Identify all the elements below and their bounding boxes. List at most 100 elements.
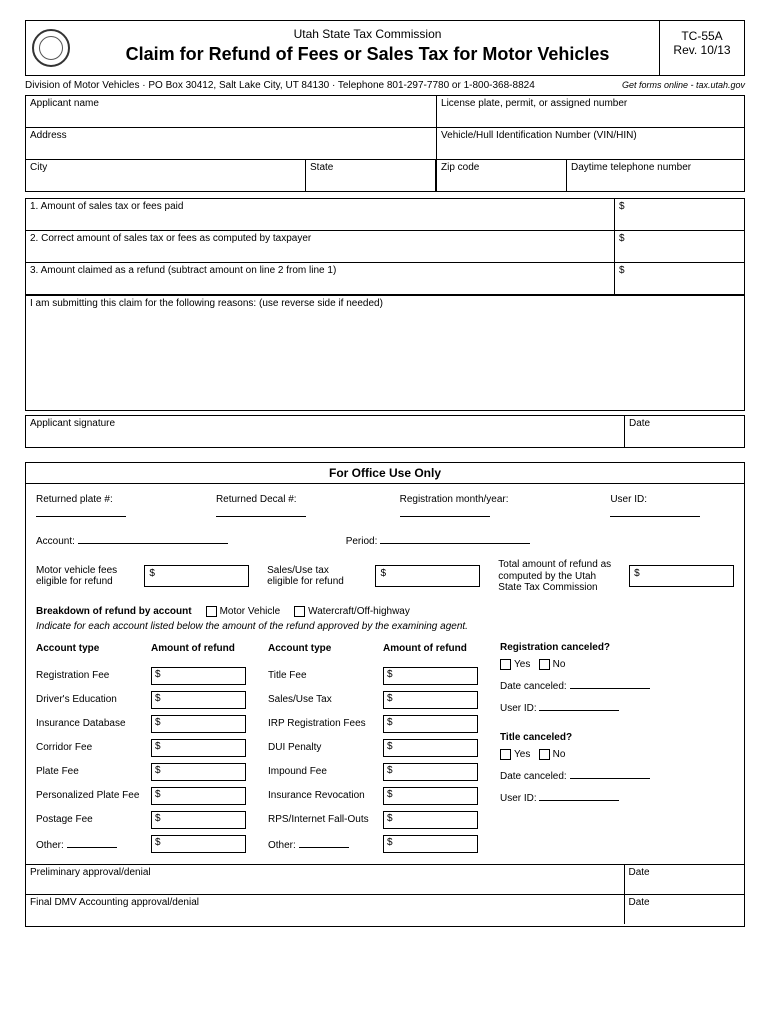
signature-date-field[interactable]: Date [625, 416, 745, 448]
breakdown-row-right-6: RPS/Internet Fall-Outs$ [268, 810, 478, 830]
breakdown-row-left-7: Other: $ [36, 834, 246, 854]
signature-field[interactable]: Applicant signature [26, 416, 625, 448]
refund-amount-box[interactable]: $ [383, 739, 478, 757]
refund-amount-box[interactable]: $ [383, 691, 478, 709]
preliminary-field[interactable]: Preliminary approval/denial [26, 864, 624, 894]
final-field[interactable]: Final DMV Accounting approval/denial [26, 894, 624, 924]
title-cell: Utah State Tax Commission Claim for Refu… [76, 21, 659, 75]
account-type-label: Personalized Plate Fee [36, 790, 151, 801]
city-field[interactable]: City [26, 160, 306, 192]
returned-decal-label: Returned Decal #: [216, 494, 297, 505]
line3-label: 3. Amount claimed as a refund (subtract … [26, 263, 615, 295]
line2-amount[interactable]: $ [615, 231, 745, 263]
total-refund-box[interactable]: $ [629, 565, 734, 587]
title-user-id-label: User ID: [500, 793, 537, 804]
vin-field[interactable]: Vehicle/Hull Identification Number (VIN/… [437, 128, 745, 160]
reg-no-checkbox[interactable] [539, 659, 550, 670]
returned-plate-input[interactable] [36, 505, 126, 517]
motor-vehicle-checkbox[interactable] [206, 606, 217, 617]
cancellation-col: Registration canceled? Yes No Date cance… [500, 642, 660, 858]
breakdown-grid: Account typeAmount of refund Registratio… [36, 642, 734, 858]
seal-cell [26, 21, 76, 75]
form-revision: Rev. 10/13 [660, 43, 744, 57]
final-date[interactable]: Date [624, 894, 744, 924]
breakdown-row-right-2: IRP Registration Fees$ [268, 714, 478, 734]
col-account-head-1: Account type [36, 643, 151, 654]
title-yes-checkbox[interactable] [500, 749, 511, 760]
other-input[interactable] [67, 837, 117, 848]
refund-amount-box[interactable]: $ [383, 787, 478, 805]
other-input[interactable] [299, 837, 349, 848]
office-use-section: For Office Use Only Returned plate #: Re… [25, 462, 745, 927]
refund-amount-box[interactable]: $ [151, 763, 246, 781]
col-amount-head-2: Amount of refund [383, 643, 478, 654]
state-field[interactable]: State [306, 160, 436, 192]
breakdown-row-left-6: Postage Fee$ [36, 810, 246, 830]
refund-amount-box[interactable]: $ [151, 811, 246, 829]
reg-date-canceled-input[interactable] [570, 678, 650, 689]
refund-amount-box[interactable]: $ [383, 835, 478, 853]
fee-boxes-row: Motor vehicle fees eligible for refund $… [36, 559, 734, 594]
division-line: Division of Motor Vehicles · PO Box 3041… [25, 76, 745, 95]
preliminary-date[interactable]: Date [624, 864, 744, 894]
applicant-name-field[interactable]: Applicant name [26, 96, 437, 128]
refund-amount-box[interactable]: $ [151, 691, 246, 709]
account-type-label: DUI Penalty [268, 742, 383, 753]
agency-name: Utah State Tax Commission [76, 27, 659, 41]
account-type-label: Title Fee [268, 670, 383, 681]
refund-amount-box[interactable]: $ [383, 811, 478, 829]
breakdown-row-left-0: Registration Fee$ [36, 666, 246, 686]
form-header: Utah State Tax Commission Claim for Refu… [25, 20, 745, 76]
mv-fees-label: Motor vehicle fees eligible for refund [36, 565, 126, 588]
reg-yes-checkbox[interactable] [500, 659, 511, 670]
phone-field[interactable]: Daytime telephone number [567, 160, 745, 192]
breakdown-row-left-4: Plate Fee$ [36, 762, 246, 782]
reg-user-id-input[interactable] [539, 700, 619, 711]
refund-amount-box[interactable]: $ [383, 715, 478, 733]
breakdown-row-right-5: Insurance Revocation$ [268, 786, 478, 806]
breakdown-row-right-1: Sales/Use Tax$ [268, 690, 478, 710]
sales-use-box[interactable]: $ [375, 565, 480, 587]
mv-fees-box[interactable]: $ [144, 565, 249, 587]
office-use-title: For Office Use Only [26, 463, 744, 484]
returned-decal-input[interactable] [216, 505, 306, 517]
breakdown-row-left-1: Driver's Education$ [36, 690, 246, 710]
refund-amount-box[interactable]: $ [151, 739, 246, 757]
refund-amount-box[interactable]: $ [151, 667, 246, 685]
reg-month-input[interactable] [400, 505, 490, 517]
col-account-head-2: Account type [268, 643, 383, 654]
motor-vehicle-label: Motor Vehicle [220, 606, 281, 617]
reg-yes-label: Yes [514, 659, 530, 670]
address-field[interactable]: Address [26, 128, 437, 160]
reg-canceled-head: Registration canceled? [500, 642, 660, 653]
account-type-label: Postage Fee [36, 814, 151, 825]
refund-amount-box[interactable]: $ [151, 835, 246, 853]
zip-field[interactable]: Zip code [437, 160, 567, 192]
refund-amount-box[interactable]: $ [151, 787, 246, 805]
refund-amount-box[interactable]: $ [151, 715, 246, 733]
license-plate-field[interactable]: License plate, permit, or assigned numbe… [437, 96, 745, 128]
amounts-table: 1. Amount of sales tax or fees paid$ 2. … [25, 198, 745, 295]
period-input[interactable] [380, 532, 530, 544]
account-type-label: Registration Fee [36, 670, 151, 681]
breakdown-row: Breakdown of refund by account Motor Veh… [36, 606, 734, 617]
watercraft-checkbox[interactable] [294, 606, 305, 617]
title-no-checkbox[interactable] [539, 749, 550, 760]
reg-date-canceled-label: Date canceled: [500, 681, 567, 692]
indicate-text: Indicate for each account listed below t… [36, 621, 734, 632]
account-type-label: Insurance Revocation [268, 790, 383, 801]
form-title: Claim for Refund of Fees or Sales Tax fo… [76, 44, 659, 65]
user-id-input[interactable] [610, 505, 700, 517]
title-date-canceled-input[interactable] [570, 768, 650, 779]
line3-amount[interactable]: $ [615, 263, 745, 295]
account-type-label: IRP Registration Fees [268, 718, 383, 729]
refund-amount-box[interactable]: $ [383, 763, 478, 781]
title-user-id-input[interactable] [539, 790, 619, 801]
refund-amount-box[interactable]: $ [383, 667, 478, 685]
account-input[interactable] [78, 532, 228, 544]
breakdown-row-right-7: Other: $ [268, 834, 478, 854]
account-type-label: Insurance Database [36, 718, 151, 729]
breakdown-row-left-2: Insurance Database$ [36, 714, 246, 734]
line1-amount[interactable]: $ [615, 199, 745, 231]
reasons-field[interactable]: I am submitting this claim for the follo… [26, 296, 745, 411]
